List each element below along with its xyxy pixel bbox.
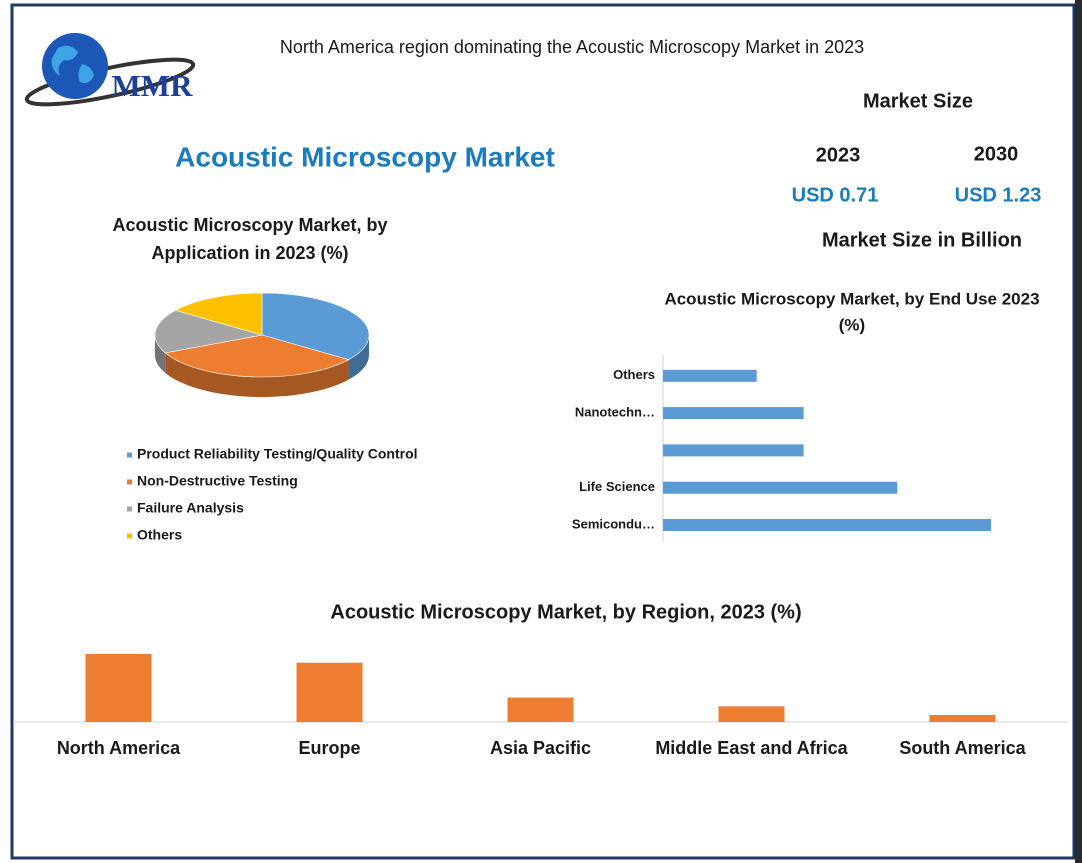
- pie-slice: [174, 292, 263, 336]
- x-tick-label: South America: [899, 738, 1026, 758]
- y-tick-label: Nanotechn…: [575, 405, 655, 420]
- legend-label: Non-Destructive Testing: [137, 473, 298, 489]
- market-size-unit: Market Size in Billion: [822, 229, 1022, 251]
- bar: [663, 407, 804, 420]
- legend-label: Others: [137, 527, 182, 543]
- bar: [663, 444, 804, 457]
- year: 2023: [816, 144, 861, 166]
- pie-side: [348, 335, 369, 380]
- frame: [10, 3, 1076, 860]
- chart-title: Acoustic Microscopy Market, by End Use 2…: [664, 289, 1039, 308]
- edge-shade: [1075, 0, 1082, 863]
- bar: [718, 706, 785, 722]
- x-tick-label: Asia Pacific: [490, 738, 591, 758]
- subtitle: North America region dominating the Acou…: [280, 37, 864, 57]
- market-value: USD 1.23: [955, 184, 1042, 206]
- bar: [507, 697, 574, 722]
- logo: MMR: [24, 33, 196, 107]
- legend-swatch: [127, 533, 132, 539]
- legend-label: Failure Analysis: [137, 500, 244, 516]
- market-size-heading: Market Size: [863, 90, 973, 112]
- bar: [663, 369, 757, 382]
- chart-title: (%): [839, 315, 865, 334]
- x-tick-label: Europe: [298, 738, 360, 758]
- y-tick-label: Life Science: [579, 479, 655, 494]
- legend-swatch: [127, 452, 132, 458]
- chart-title: Application in 2023 (%): [151, 243, 348, 263]
- legend-swatch: [127, 479, 132, 485]
- pie-side: [165, 352, 349, 397]
- legend-label: Product Reliability Testing/Quality Cont…: [137, 446, 418, 462]
- legend-swatch: [127, 506, 132, 512]
- logo-land: [51, 45, 94, 84]
- bar: [296, 662, 363, 722]
- pie-slice: [164, 334, 350, 378]
- bar: [85, 654, 152, 722]
- y-tick-label: Others: [613, 367, 655, 382]
- logo-text: MMR: [112, 68, 194, 103]
- pie-slice: [154, 309, 263, 354]
- pie-slice: [261, 292, 370, 361]
- chart-title: Acoustic Microscopy Market, by: [112, 215, 387, 235]
- bar: [929, 715, 996, 722]
- year: 2030: [974, 143, 1019, 165]
- market-value: USD 0.71: [792, 184, 879, 206]
- x-tick-label: Middle East and Africa: [655, 738, 848, 758]
- chart-title: Acoustic Microscopy Market, by Region, 2…: [330, 601, 801, 623]
- logo-globe: [42, 33, 108, 99]
- y-tick-label: Semicondu…: [572, 516, 655, 531]
- main-title: Acoustic Microscopy Market: [175, 141, 555, 172]
- bar: [663, 519, 991, 531]
- x-tick-label: North America: [57, 738, 181, 758]
- bar: [663, 481, 898, 494]
